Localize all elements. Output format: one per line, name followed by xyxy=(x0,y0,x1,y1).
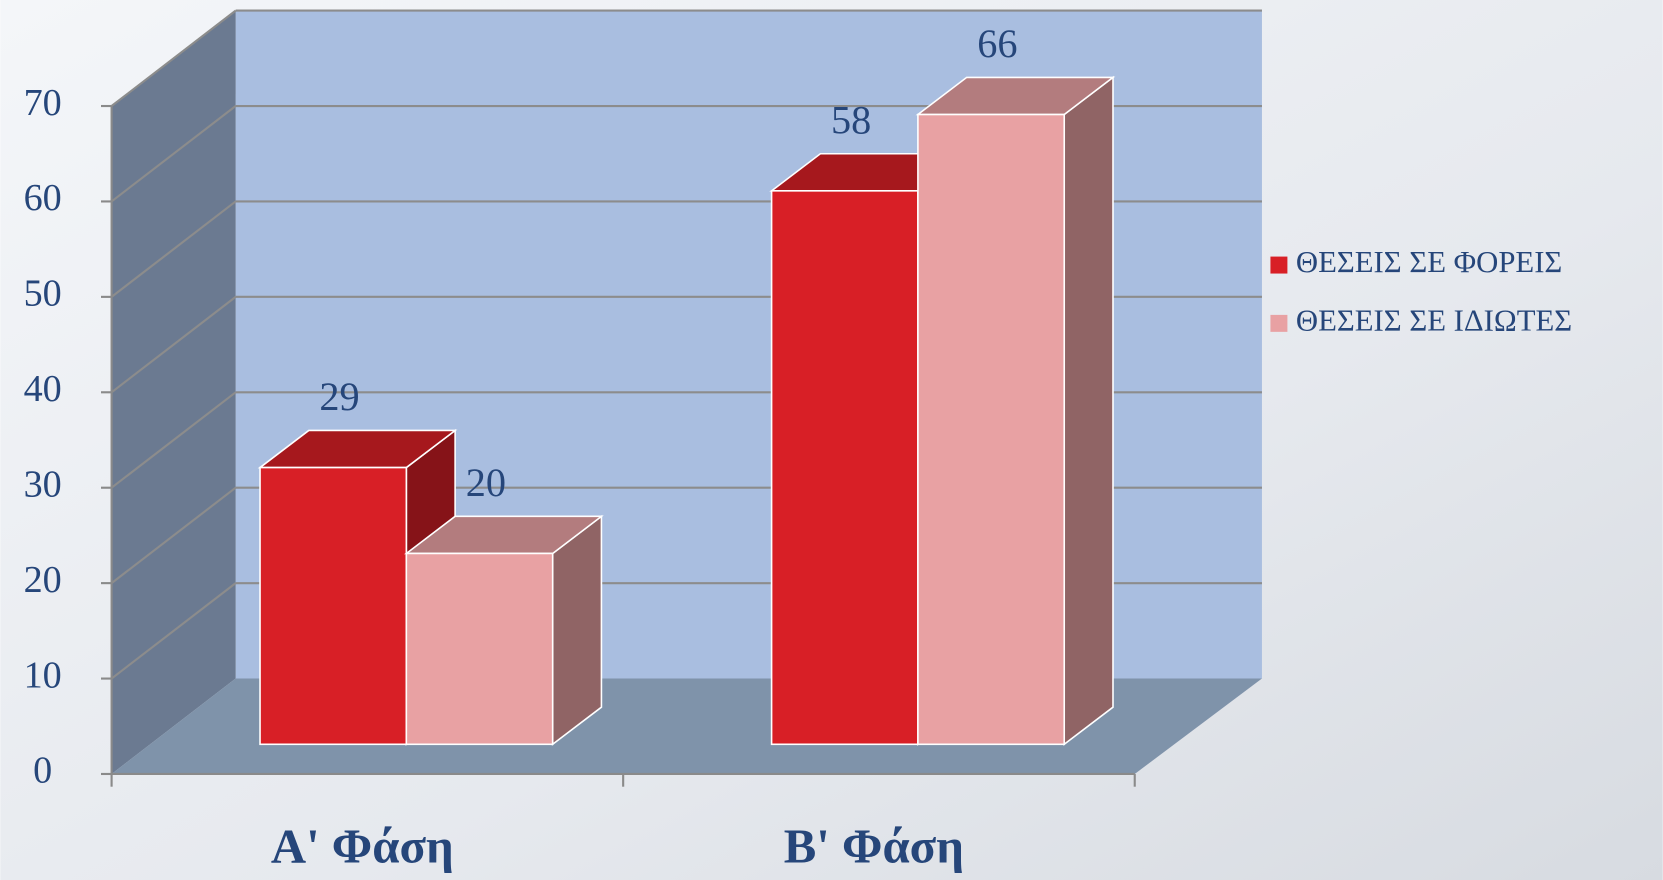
value-label: 20 xyxy=(466,460,506,505)
legend-label: ΘΕΣΕΙΣ ΣΕ ΦΟΡΕΙΣ xyxy=(1296,245,1562,279)
y-tick-label: 40 xyxy=(24,368,62,410)
bar-side xyxy=(1063,75,1114,746)
x-tick-label: Α' Φάση xyxy=(271,820,454,874)
grid-line xyxy=(110,200,237,298)
bar xyxy=(917,113,1066,746)
bar xyxy=(405,552,554,746)
grid-line xyxy=(110,582,237,680)
grid-line xyxy=(110,296,237,394)
bar-side xyxy=(551,514,603,746)
x-tick-label: Β' Φάση xyxy=(784,820,964,874)
grid-line xyxy=(110,391,237,489)
legend-swatch xyxy=(1270,314,1288,332)
grid-line xyxy=(110,9,237,107)
value-label: 29 xyxy=(319,374,359,419)
grid-line xyxy=(110,105,237,203)
legend-label: ΘΕΣΕΙΣ ΣΕ ΙΔΙΩΤΕΣ xyxy=(1296,303,1572,337)
y-tick-label: 60 xyxy=(24,177,62,219)
y-tick-label: 50 xyxy=(24,273,62,315)
bar xyxy=(770,190,919,746)
y-tick-label: 0 xyxy=(33,750,52,792)
y-tick-label: 10 xyxy=(24,654,62,696)
y-tick-label: 70 xyxy=(24,82,62,124)
y-tick-label: 20 xyxy=(24,559,62,601)
grid-line xyxy=(110,486,237,584)
value-label: 66 xyxy=(977,21,1017,66)
y-tick-label: 30 xyxy=(24,463,62,505)
side-wall xyxy=(111,10,236,774)
value-label: 58 xyxy=(831,97,871,142)
bar xyxy=(259,466,408,746)
legend-swatch xyxy=(1270,256,1288,274)
